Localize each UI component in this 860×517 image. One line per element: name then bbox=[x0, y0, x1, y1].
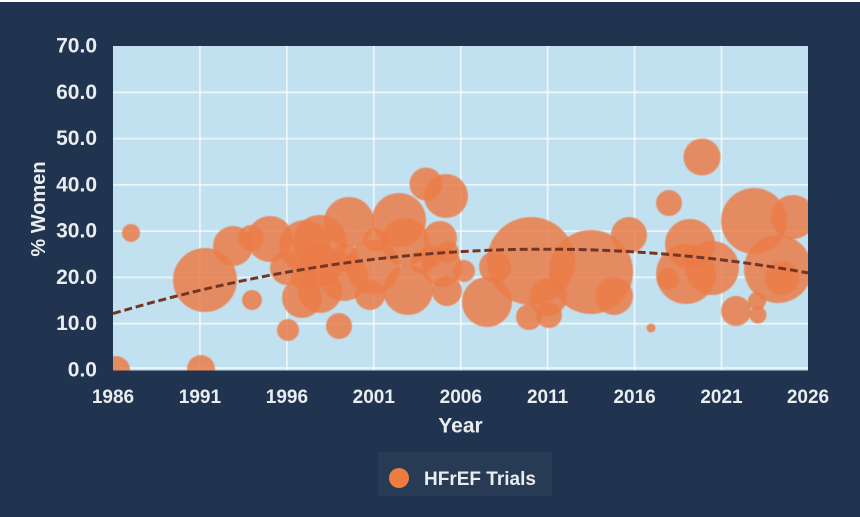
svg-text:30.0: 30.0 bbox=[56, 220, 97, 243]
svg-text:10.0: 10.0 bbox=[56, 312, 97, 335]
svg-text:1991: 1991 bbox=[179, 387, 222, 408]
svg-text:2021: 2021 bbox=[700, 387, 743, 408]
svg-text:% Women: % Women bbox=[28, 161, 50, 256]
svg-text:70.0: 70.0 bbox=[56, 35, 97, 58]
svg-text:HFrEF Trials: HFrEF Trials bbox=[424, 469, 536, 490]
svg-text:2001: 2001 bbox=[353, 387, 396, 408]
svg-text:20.0: 20.0 bbox=[56, 266, 97, 289]
svg-text:Year: Year bbox=[438, 415, 482, 438]
svg-text:40.0: 40.0 bbox=[56, 173, 97, 196]
svg-text:0.0: 0.0 bbox=[68, 359, 97, 382]
svg-text:50.0: 50.0 bbox=[56, 127, 97, 150]
svg-text:2026: 2026 bbox=[787, 387, 829, 408]
svg-text:60.0: 60.0 bbox=[56, 81, 97, 104]
svg-text:2016: 2016 bbox=[613, 387, 655, 408]
svg-text:1986: 1986 bbox=[92, 387, 134, 408]
svg-text:1996: 1996 bbox=[266, 387, 308, 408]
svg-text:2011: 2011 bbox=[527, 387, 569, 408]
svg-text:2006: 2006 bbox=[440, 387, 482, 408]
